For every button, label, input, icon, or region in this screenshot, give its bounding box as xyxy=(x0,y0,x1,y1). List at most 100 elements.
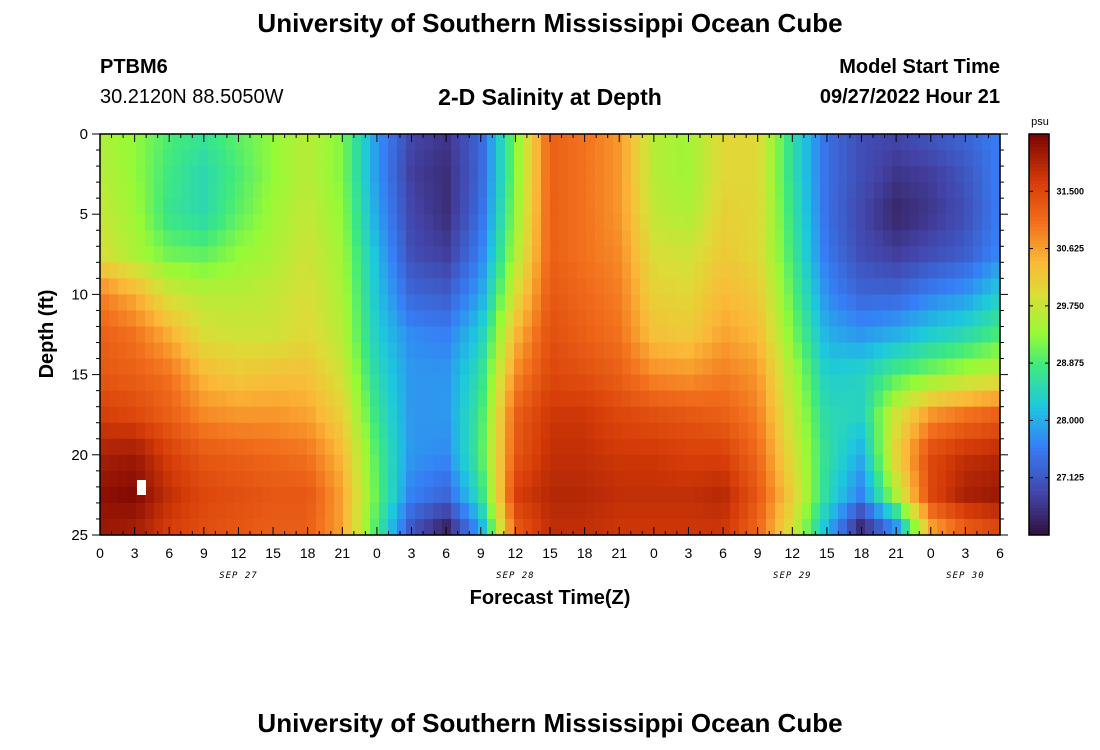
heatmap-cell xyxy=(271,326,281,344)
heatmap-cell xyxy=(613,390,623,408)
heatmap-cell xyxy=(694,518,704,536)
heatmap-cell xyxy=(199,422,209,440)
heatmap-cell xyxy=(775,166,785,183)
heatmap-cell xyxy=(748,294,758,312)
heatmap-cell xyxy=(442,246,452,263)
heatmap-cell xyxy=(505,470,515,488)
colorbar-segment xyxy=(1029,508,1049,513)
heatmap-cell xyxy=(613,342,623,360)
date-label: SEP 27 xyxy=(219,571,258,581)
heatmap-cell xyxy=(100,246,110,263)
heatmap-cell xyxy=(397,198,407,215)
colorbar-segment xyxy=(1029,224,1049,229)
heatmap-cell xyxy=(397,246,407,263)
heatmap-cell xyxy=(991,294,1001,312)
heatmap-cell xyxy=(379,518,389,536)
heatmap-cell xyxy=(523,518,533,536)
heatmap-cell xyxy=(172,358,182,376)
heatmap-cell xyxy=(982,166,992,183)
heatmap-cell xyxy=(496,294,506,312)
heatmap-cell xyxy=(316,342,326,360)
heatmap-cell xyxy=(145,294,155,312)
heatmap-cell xyxy=(532,310,542,328)
heatmap-cell xyxy=(469,342,479,360)
heatmap-cell xyxy=(901,470,911,488)
heatmap-cell xyxy=(901,486,911,504)
heatmap-cell xyxy=(226,486,236,504)
heatmap-cell xyxy=(280,438,290,456)
heatmap-cell xyxy=(226,182,236,199)
heatmap-cell xyxy=(892,198,902,215)
heatmap-cell xyxy=(352,150,362,167)
heatmap-cell xyxy=(595,486,605,504)
heatmap-cell xyxy=(667,454,677,472)
heatmap-cell xyxy=(154,294,164,312)
heatmap-cell xyxy=(802,262,812,279)
heatmap-cell xyxy=(523,438,533,456)
heatmap-cell xyxy=(721,486,731,504)
heatmap-cell xyxy=(910,326,920,344)
heatmap-cell xyxy=(316,454,326,472)
heatmap-cell xyxy=(604,374,614,392)
heatmap-cell xyxy=(181,166,191,183)
x-axis-title: Forecast Time(Z) xyxy=(470,587,631,609)
heatmap-cell xyxy=(649,470,659,488)
heatmap-cell xyxy=(838,358,848,376)
heatmap-cell xyxy=(892,518,902,536)
heatmap-cell xyxy=(298,358,308,376)
heatmap-cell xyxy=(109,422,119,440)
heatmap-cell xyxy=(649,454,659,472)
heatmap-cell xyxy=(856,166,866,183)
heatmap-cell xyxy=(676,518,686,536)
heatmap-cell xyxy=(379,182,389,199)
heatmap-cell xyxy=(721,262,731,279)
heatmap-cell xyxy=(964,470,974,488)
heatmap-cell xyxy=(532,166,542,183)
heatmap-cell xyxy=(532,486,542,504)
heatmap-cell xyxy=(937,182,947,199)
heatmap-cell xyxy=(262,182,272,199)
heatmap-cell xyxy=(298,390,308,408)
heatmap-cell xyxy=(442,486,452,504)
heatmap-cell xyxy=(235,438,245,456)
y-tick-label: 20 xyxy=(71,447,88,464)
heatmap-cell xyxy=(541,230,551,247)
heatmap-cell xyxy=(208,310,218,328)
heatmap-cell xyxy=(667,342,677,360)
colorbar-segment xyxy=(1029,344,1049,349)
heatmap-cell xyxy=(973,310,983,328)
heatmap-cell xyxy=(289,390,299,408)
heatmap-cell xyxy=(235,342,245,360)
heatmap-cell xyxy=(982,518,992,536)
heatmap-cell xyxy=(118,166,128,183)
heatmap-cell xyxy=(406,262,416,279)
heatmap-cell xyxy=(739,358,749,376)
heatmap-cell xyxy=(406,310,416,328)
heatmap-cell xyxy=(982,358,992,376)
heatmap-cell xyxy=(550,278,560,295)
heatmap-cell xyxy=(766,166,776,183)
heatmap-cell xyxy=(667,182,677,199)
heatmap-cell xyxy=(316,182,326,199)
heatmap-cell xyxy=(631,438,641,456)
heatmap-cell xyxy=(217,342,227,360)
heatmap-cell xyxy=(883,294,893,312)
heatmap-cell xyxy=(919,230,929,247)
heatmap-cell xyxy=(631,358,641,376)
heatmap-cell xyxy=(100,486,110,504)
heatmap-cell xyxy=(163,198,173,215)
heatmap-cell xyxy=(172,454,182,472)
heatmap-cell xyxy=(865,214,875,231)
colorbar-segment xyxy=(1029,458,1049,462)
heatmap-cell xyxy=(496,166,506,183)
heatmap-cell xyxy=(271,278,281,295)
heatmap-cell xyxy=(883,198,893,215)
heatmap-cell xyxy=(559,390,569,408)
heatmap-cell xyxy=(145,214,155,231)
heatmap-cell xyxy=(802,358,812,376)
heatmap-cell xyxy=(712,214,722,231)
heatmap-cell xyxy=(235,486,245,504)
heatmap-cells xyxy=(100,134,1001,536)
heatmap-cell xyxy=(487,214,497,231)
heatmap-cell xyxy=(334,278,344,295)
